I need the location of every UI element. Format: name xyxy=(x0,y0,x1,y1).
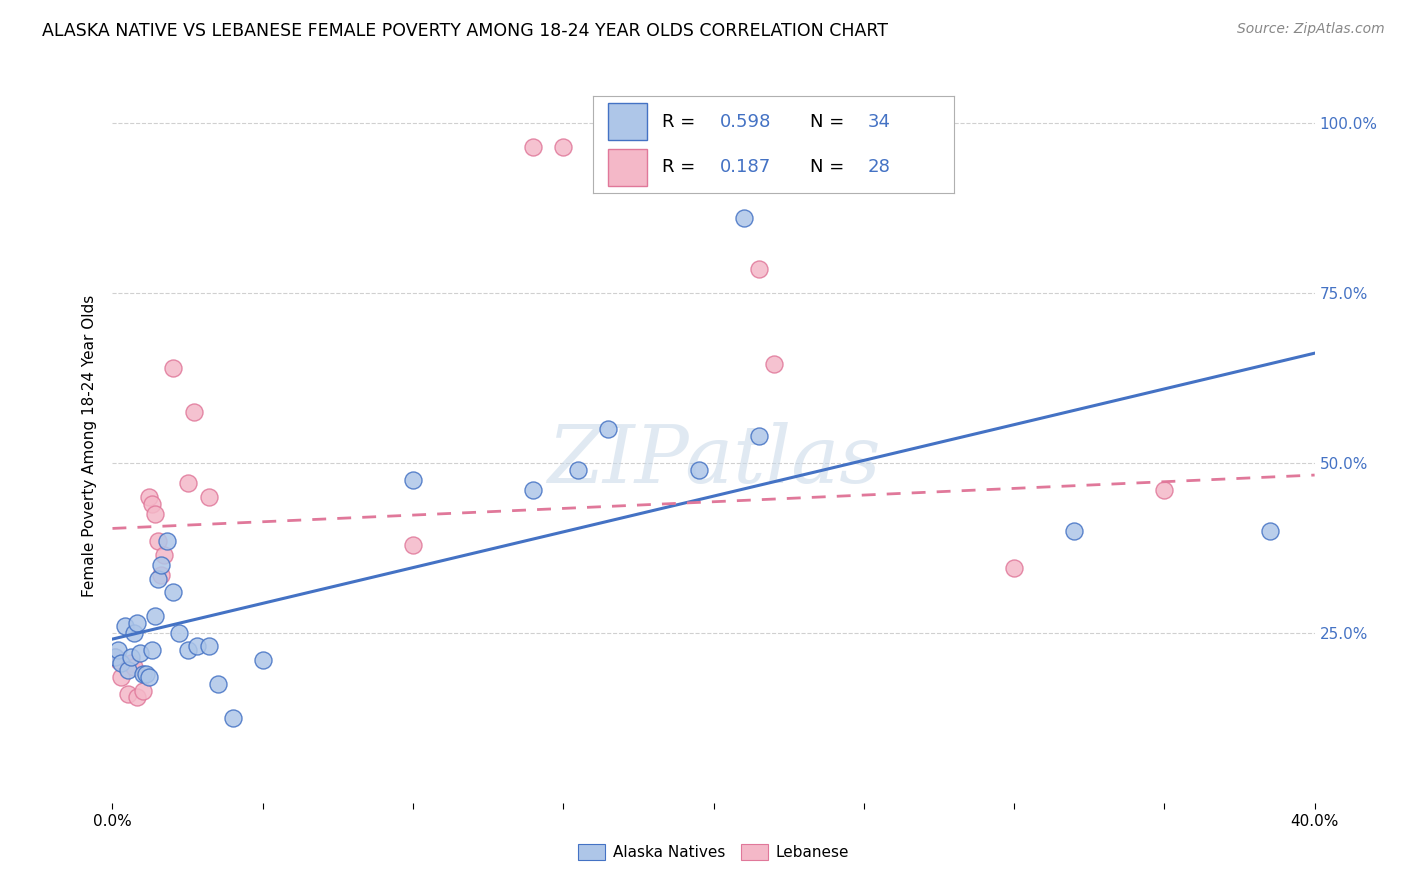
Point xyxy=(183,405,205,419)
Point xyxy=(149,558,172,572)
Point xyxy=(1258,524,1281,538)
Point xyxy=(522,140,544,154)
Point xyxy=(125,690,148,705)
Point xyxy=(138,490,160,504)
Point xyxy=(138,670,160,684)
Point xyxy=(252,653,274,667)
Point xyxy=(1063,524,1085,538)
Point xyxy=(567,463,589,477)
Point xyxy=(162,585,184,599)
Point xyxy=(402,537,425,551)
Point xyxy=(222,711,245,725)
Point xyxy=(143,608,166,623)
Point xyxy=(762,358,785,372)
Point xyxy=(107,653,129,667)
Point xyxy=(117,663,139,677)
Point xyxy=(155,534,177,549)
Point xyxy=(122,626,145,640)
Point xyxy=(186,640,208,654)
Text: Source: ZipAtlas.com: Source: ZipAtlas.com xyxy=(1237,22,1385,37)
Point xyxy=(131,666,153,681)
Point xyxy=(197,490,219,504)
Text: ZIPatlas: ZIPatlas xyxy=(547,422,880,499)
Point xyxy=(120,657,142,671)
Point xyxy=(748,262,770,277)
Point xyxy=(162,360,184,375)
Point xyxy=(522,483,544,498)
Point xyxy=(128,646,150,660)
Point xyxy=(110,657,132,671)
Point xyxy=(176,643,198,657)
Point xyxy=(117,687,139,701)
Point xyxy=(152,548,174,562)
Point xyxy=(207,677,229,691)
Text: ALASKA NATIVE VS LEBANESE FEMALE POVERTY AMONG 18-24 YEAR OLDS CORRELATION CHART: ALASKA NATIVE VS LEBANESE FEMALE POVERTY… xyxy=(42,22,889,40)
Point xyxy=(197,640,219,654)
Point xyxy=(688,463,710,477)
Point xyxy=(146,534,169,549)
Point xyxy=(104,649,127,664)
Point xyxy=(748,429,770,443)
Point xyxy=(146,572,169,586)
Point xyxy=(598,422,620,436)
Point xyxy=(131,683,153,698)
Point xyxy=(110,670,132,684)
Point xyxy=(114,619,136,633)
Point xyxy=(135,666,157,681)
Y-axis label: Female Poverty Among 18-24 Year Olds: Female Poverty Among 18-24 Year Olds xyxy=(82,295,97,597)
Point xyxy=(167,626,190,640)
Point xyxy=(141,497,163,511)
Point xyxy=(143,507,166,521)
Point xyxy=(733,211,755,226)
Point xyxy=(120,649,142,664)
Legend: Alaska Natives, Lebanese: Alaska Natives, Lebanese xyxy=(572,838,855,866)
Point xyxy=(122,660,145,674)
Point xyxy=(553,140,575,154)
Point xyxy=(104,649,127,664)
Point xyxy=(1153,483,1175,498)
Point xyxy=(107,643,129,657)
Point xyxy=(402,473,425,487)
Point xyxy=(702,144,725,158)
Point xyxy=(141,643,163,657)
Point xyxy=(125,615,148,630)
Point xyxy=(176,476,198,491)
Point xyxy=(149,568,172,582)
Point xyxy=(1002,561,1025,575)
